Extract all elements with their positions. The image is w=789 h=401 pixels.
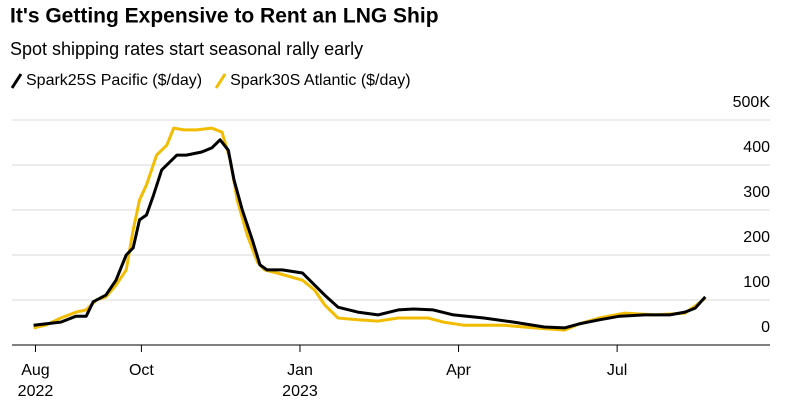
chart-subtitle: Spot shipping rates start seasonal rally… xyxy=(10,39,363,59)
y-tick-label: 200 xyxy=(743,229,770,246)
chart-title: It's Getting Expensive to Rent an LNG Sh… xyxy=(10,5,439,28)
x-tick-label: Jul xyxy=(607,362,627,379)
legend-marker xyxy=(10,73,23,89)
x-year-label: 2023 xyxy=(282,383,318,400)
legend-label: Spark25S Pacific ($/day) xyxy=(26,72,202,89)
series-line xyxy=(33,126,707,332)
y-tick-label: 400 xyxy=(743,139,770,156)
series-line xyxy=(33,138,707,330)
x-year-label: 2022 xyxy=(18,383,54,400)
y-tick-label: 300 xyxy=(743,184,770,201)
y-tick-label: 500K xyxy=(733,94,771,111)
legend-marker xyxy=(214,73,227,89)
legend-label: Spark30S Atlantic ($/day) xyxy=(230,72,411,89)
x-tick-label: Aug xyxy=(21,362,49,379)
x-tick-label: Oct xyxy=(129,362,154,379)
x-tick-label: Jan xyxy=(287,362,313,379)
x-tick-label: Apr xyxy=(446,362,472,379)
y-tick-label: 0 xyxy=(761,319,770,336)
y-tick-label: 100 xyxy=(743,274,770,291)
